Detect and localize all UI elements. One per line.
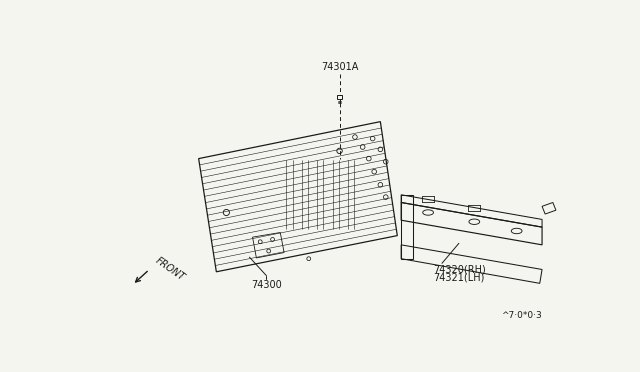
Text: 74320(RH): 74320(RH)	[433, 265, 486, 275]
Text: ^7·0*0·3: ^7·0*0·3	[501, 311, 542, 320]
Text: 74300: 74300	[251, 280, 282, 290]
Text: 74301A: 74301A	[321, 62, 358, 73]
Bar	[337, 96, 342, 99]
Text: 74321(LH): 74321(LH)	[433, 273, 484, 283]
Text: FRONT: FRONT	[154, 255, 187, 282]
